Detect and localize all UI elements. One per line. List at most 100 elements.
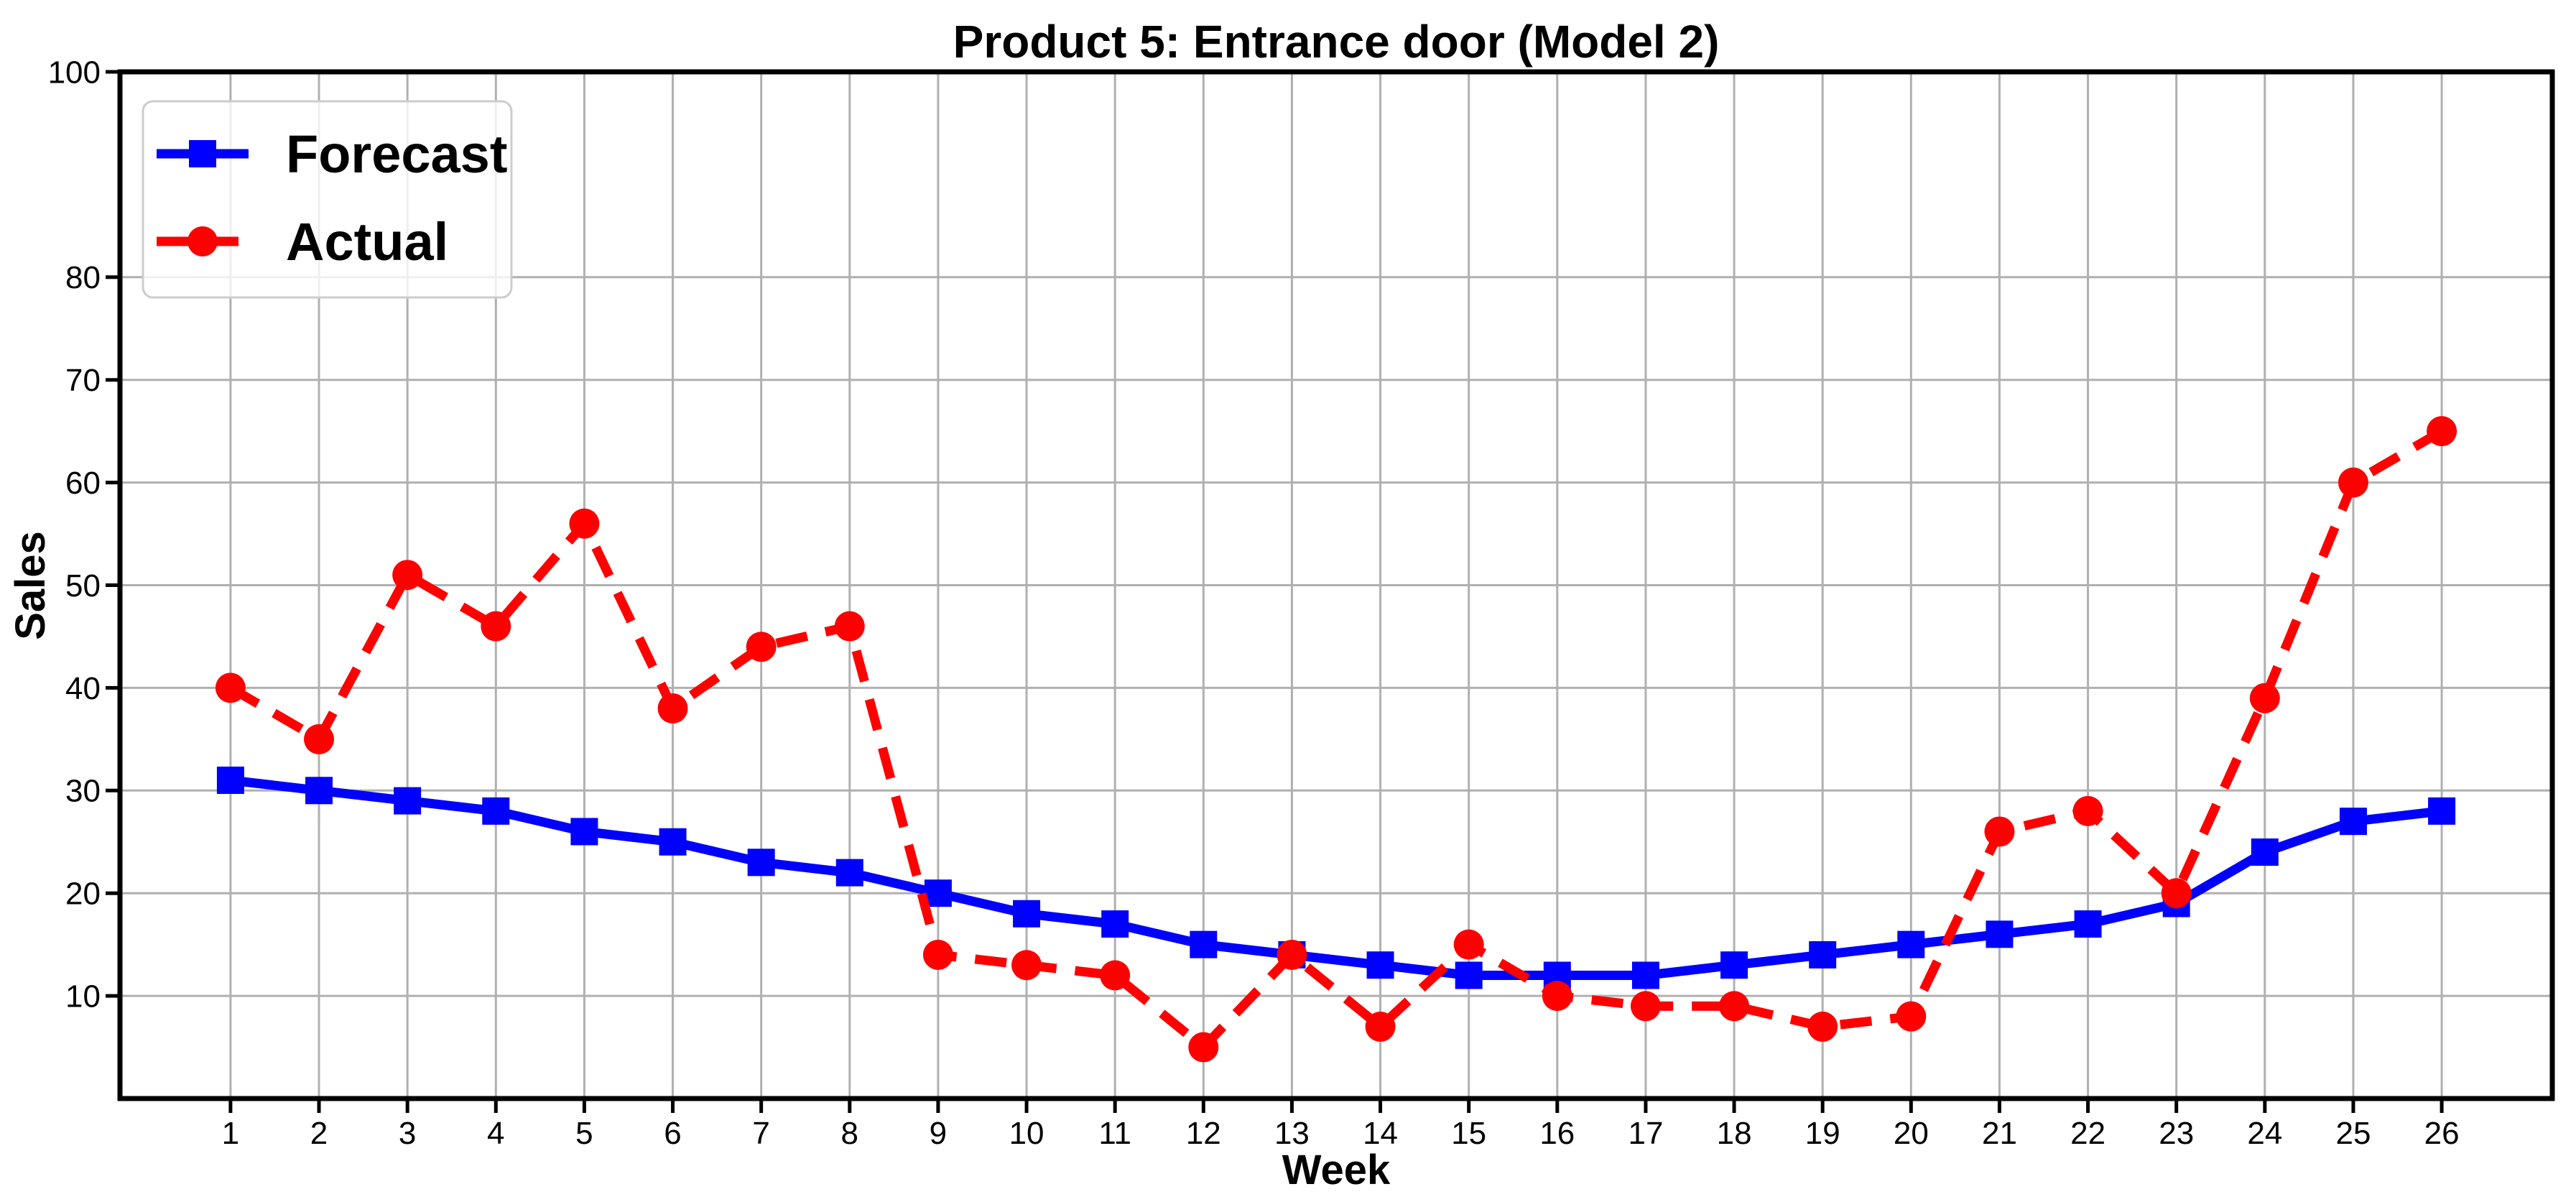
actual-marker <box>1542 981 1572 1012</box>
x-tick-label: 7 <box>752 1116 769 1151</box>
chart-title: Product 5: Entrance door (Model 2) <box>953 16 1720 68</box>
actual-marker <box>1630 991 1661 1022</box>
x-tick-label: 14 <box>1363 1116 1398 1151</box>
x-tick-label: 4 <box>487 1116 504 1151</box>
forecast-marker <box>1455 961 1483 989</box>
actual-marker <box>2072 795 2103 826</box>
y-tick-label: 50 <box>65 568 101 604</box>
actual-marker <box>1896 1001 1927 1032</box>
x-tick-label: 12 <box>1186 1116 1221 1151</box>
actual-marker <box>2161 878 2192 909</box>
actual-marker <box>1277 939 1307 970</box>
forecast-marker <box>924 879 952 907</box>
forecast-marker <box>2251 838 2279 866</box>
y-tick-label: 60 <box>65 466 101 501</box>
actual-marker <box>1188 1032 1219 1063</box>
series-lines <box>215 416 2457 1063</box>
x-tick-label: 24 <box>2247 1116 2282 1151</box>
forecast-marker <box>570 818 598 846</box>
forecast-marker <box>2339 808 2367 836</box>
x-tick-label: 10 <box>1009 1116 1044 1151</box>
y-tick-label: 30 <box>65 774 101 809</box>
legend: Forecast Actual <box>142 100 513 299</box>
y-axis-label: Sales <box>7 531 54 640</box>
forecast-marker <box>482 797 510 825</box>
actual-marker <box>2249 683 2280 713</box>
actual-marker <box>746 632 777 662</box>
x-tick-label: 16 <box>1539 1116 1575 1151</box>
actual-marker <box>1011 950 1042 981</box>
forecast-marker <box>747 849 775 877</box>
actual-line <box>228 427 2445 1053</box>
legend-label-actual: Actual <box>286 212 448 272</box>
forecast-marker <box>2074 910 2102 938</box>
axis-ticks <box>106 70 2444 1113</box>
forecast-marker <box>835 859 863 887</box>
actual-marker <box>2338 467 2368 498</box>
actual-marker <box>1365 1011 1396 1042</box>
actual-marker <box>1807 1011 1838 1042</box>
x-tick-label: 2 <box>310 1116 328 1151</box>
x-tick-label: 3 <box>399 1116 416 1151</box>
legend-actual-marker <box>187 226 218 256</box>
x-tick-label: 9 <box>930 1116 947 1151</box>
actual-marker <box>392 560 423 591</box>
actual-marker <box>304 723 335 754</box>
actual-marker <box>834 611 865 642</box>
forecast-marker <box>1897 930 1925 958</box>
forecast-marker <box>2428 797 2456 825</box>
x-tick-label: 20 <box>1894 1116 1929 1151</box>
forecast-marker <box>659 828 687 856</box>
y-tick-label: 10 <box>65 979 101 1014</box>
x-tick-label: 17 <box>1628 1116 1663 1151</box>
forecast-marker <box>1190 930 1218 958</box>
x-tick-label: 19 <box>1805 1116 1840 1151</box>
actual-marker <box>569 508 600 539</box>
forecast-marker <box>1013 900 1041 928</box>
forecast-marker <box>1720 951 1748 979</box>
actual-marker <box>481 611 511 642</box>
forecast-marker <box>305 777 333 805</box>
actual-marker <box>1719 991 1750 1022</box>
forecast-marker <box>216 767 244 795</box>
legend-forecast-marker <box>189 140 216 167</box>
y-tick-label: 20 <box>65 877 101 912</box>
forecast-marker <box>1101 910 1129 938</box>
x-tick-label: 5 <box>575 1116 593 1151</box>
actual-marker <box>1984 816 2015 847</box>
y-tick-label: 70 <box>65 363 101 398</box>
x-tick-label: 25 <box>2335 1116 2371 1151</box>
y-tick-label: 100 <box>48 55 101 90</box>
x-tick-label: 15 <box>1451 1116 1486 1151</box>
forecast-marker <box>1809 940 1837 968</box>
actual-marker <box>922 939 953 970</box>
actual-marker <box>215 672 246 703</box>
actual-marker <box>1453 929 1484 960</box>
x-tick-label: 18 <box>1717 1116 1752 1151</box>
x-tick-label: 8 <box>841 1116 858 1151</box>
x-tick-label: 21 <box>1982 1116 2017 1151</box>
gridlines <box>120 70 2552 1099</box>
x-tick-label: 1 <box>222 1116 239 1151</box>
x-tick-label: 11 <box>1098 1116 1131 1151</box>
forecast-marker <box>1986 920 2014 948</box>
actual-marker <box>657 693 688 723</box>
y-tick-label: 40 <box>65 671 101 706</box>
forecast-marker <box>1366 951 1394 979</box>
x-tick-label: 6 <box>664 1116 681 1151</box>
forecast-marker <box>1631 961 1659 989</box>
forecast-marker <box>394 787 422 815</box>
x-tick-label: 23 <box>2159 1116 2194 1151</box>
legend-label-forecast: Forecast <box>286 124 507 184</box>
x-tick-label: 13 <box>1274 1116 1310 1151</box>
forecast-line <box>230 775 2442 981</box>
x-tick-label: 22 <box>2070 1116 2105 1151</box>
x-axis-label: Week <box>1282 1147 1391 1193</box>
y-tick-label: 80 <box>65 260 101 295</box>
actual-marker <box>2427 416 2457 447</box>
x-tick-label: 26 <box>2424 1116 2460 1151</box>
actual-marker <box>1100 960 1131 991</box>
